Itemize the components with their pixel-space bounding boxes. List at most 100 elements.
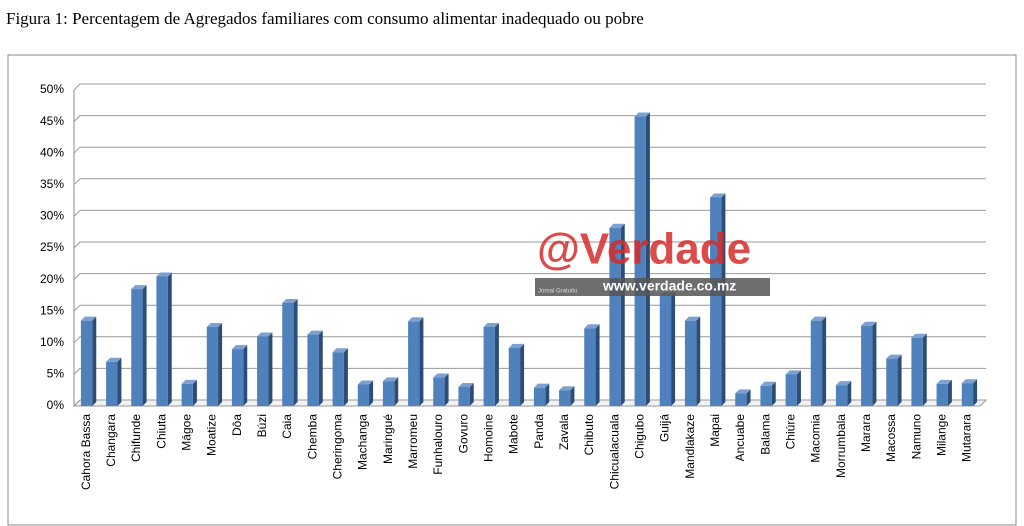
x-tick-label: Guijá	[658, 414, 672, 442]
bar	[80, 320, 93, 406]
bar-top	[609, 223, 625, 228]
bar-top	[684, 316, 701, 321]
bar-side	[394, 377, 399, 406]
bar-top	[861, 321, 877, 326]
bar-top	[156, 272, 172, 277]
bar-top	[735, 389, 751, 394]
bar	[382, 381, 395, 406]
grid-line	[73, 273, 986, 280]
bar-side	[293, 298, 298, 406]
x-tick-label: Mapai	[708, 414, 722, 447]
x-tick-label: Maringué	[381, 414, 395, 464]
watermark: @Verdade www.verdade.co.mz Jornal Gratui…	[535, 225, 770, 296]
grid-line	[73, 178, 986, 186]
x-tick-label: Macomia	[809, 414, 823, 463]
x-tick-label: Mágoe	[179, 414, 193, 451]
bar-top	[785, 370, 801, 375]
bar-top	[584, 324, 600, 329]
bar	[936, 383, 948, 406]
bar-top	[634, 112, 650, 117]
x-tick-label: Mabote	[507, 414, 521, 454]
x-tick-label: Caia	[280, 414, 294, 439]
bar	[533, 387, 546, 406]
x-tick-label: Panda	[532, 414, 546, 449]
bar-top	[533, 383, 550, 388]
bar	[785, 374, 797, 406]
bar-side	[822, 316, 827, 406]
bar-top	[131, 285, 147, 290]
y-tick-label: 30%	[40, 209, 64, 223]
y-tick-label: 0%	[47, 398, 65, 412]
grid-line	[73, 367, 986, 375]
x-tick-label: Homoine	[481, 414, 495, 462]
y-tick-label: 15%	[40, 303, 64, 317]
bar-side	[243, 345, 248, 406]
bar-top	[231, 345, 248, 350]
bar-side	[796, 370, 801, 406]
bar-side	[92, 316, 97, 406]
y-tick-label: 45%	[40, 114, 64, 128]
bar	[106, 361, 118, 406]
bar-top	[80, 316, 97, 321]
bar	[332, 352, 344, 406]
watermark-band	[535, 278, 770, 296]
bar	[659, 296, 672, 406]
bar-top	[835, 381, 852, 386]
bar	[735, 393, 747, 406]
y-tick-label: 50%	[40, 82, 64, 96]
bar-side	[947, 379, 952, 406]
chart-frame	[7, 54, 1017, 526]
bar-side	[117, 357, 122, 406]
x-tick-label: Balama	[758, 414, 772, 455]
bar	[861, 325, 873, 406]
x-tick-label: Machanga	[356, 414, 370, 470]
bar-side	[771, 381, 776, 406]
bar-top	[357, 380, 374, 385]
x-tick-label: Mutarara	[960, 414, 974, 462]
bar-top	[710, 193, 726, 198]
x-tick-label: Mandlakaze	[683, 414, 697, 479]
bar-top	[181, 379, 197, 384]
bar-side	[369, 380, 374, 406]
bar-side	[192, 379, 197, 406]
x-tick-label: Changara	[104, 414, 118, 467]
bar-top	[886, 354, 902, 359]
bar	[835, 385, 848, 406]
bar-side	[973, 379, 978, 406]
bar	[911, 337, 923, 406]
bar-side	[570, 386, 575, 406]
bar	[131, 289, 143, 406]
bar-side	[343, 348, 348, 406]
x-tick-label: Funhalouro	[431, 414, 445, 475]
bar-top	[961, 379, 978, 384]
bar-side	[847, 381, 852, 406]
x-tick-label: Chicualacuala	[607, 414, 621, 490]
bar-side	[595, 324, 600, 406]
bar-side	[696, 316, 701, 406]
bar	[156, 276, 168, 406]
y-tick-label: 40%	[40, 145, 64, 159]
bar-top	[810, 316, 827, 321]
x-tick-label: Milange	[934, 414, 948, 456]
bar-side	[167, 272, 172, 406]
bar-side	[897, 354, 902, 406]
bar	[433, 377, 445, 406]
bar-side	[520, 343, 525, 406]
watermark-tagline: Jornal Gratuito	[538, 289, 578, 295]
bar-side	[218, 323, 223, 406]
bar	[206, 327, 219, 406]
x-tick-label: Morrumbala	[834, 414, 848, 478]
bar-top	[508, 343, 525, 348]
bar	[684, 320, 697, 406]
bar-top	[257, 332, 273, 337]
x-tick-label: Cahora Bassa	[79, 414, 93, 490]
bar-side	[620, 223, 625, 406]
bar-side	[671, 292, 676, 406]
x-tick-label: Chemba	[305, 414, 319, 460]
grid-line	[73, 304, 986, 312]
bar-side	[872, 321, 877, 406]
bar-side	[142, 285, 147, 406]
bar-top	[282, 298, 298, 303]
bar	[634, 116, 646, 406]
